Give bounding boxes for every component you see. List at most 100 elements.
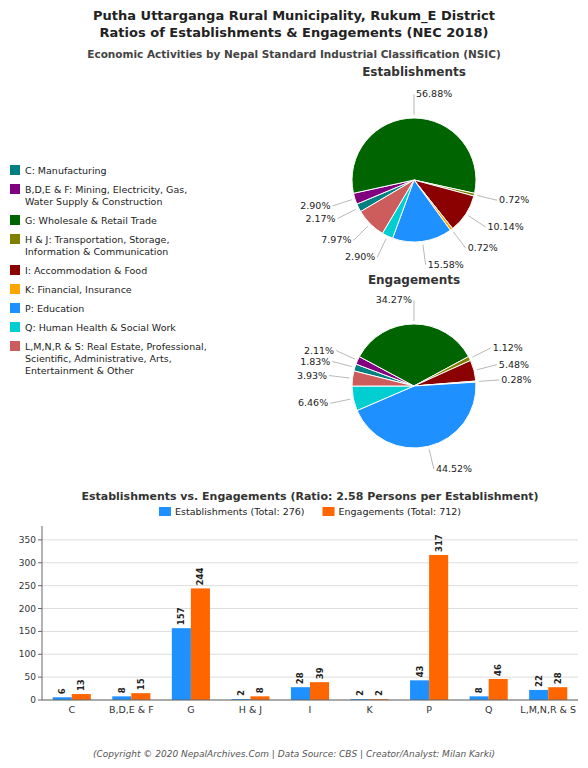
text-line: 150	[19, 626, 36, 636]
y-tick	[38, 562, 42, 563]
bar	[291, 687, 310, 700]
y-tick-label: 150	[19, 626, 36, 636]
text-line: K: Financial, Insurance	[25, 284, 132, 295]
y-tick-label: 100	[19, 649, 36, 659]
text-line: 10.14%	[488, 220, 524, 231]
text-line: 28	[552, 672, 562, 684]
text-line: 0.72%	[499, 194, 529, 205]
text-line: 8	[474, 687, 484, 693]
data-label: 2	[235, 690, 245, 696]
data-label: 2.90%	[345, 251, 375, 262]
legend-swatch	[159, 507, 171, 516]
text-line: 0.28%	[501, 373, 531, 384]
text-line: 0	[30, 695, 36, 705]
data-label: 56.88%	[416, 88, 452, 99]
bar	[250, 696, 269, 700]
text-line: Entertainment & Other	[25, 365, 134, 376]
leader-line	[332, 362, 352, 367]
text-line: 2.90%	[345, 251, 375, 262]
legend: C: Manufacturing B,D,E & F: Mining, Elect…	[10, 165, 207, 376]
text-line: G: Wholesale & Retail Trade	[25, 215, 157, 226]
text-line: Information & Communication	[25, 246, 168, 257]
text-line: C: Manufacturing	[25, 165, 107, 176]
text-line: 350	[19, 534, 36, 544]
data-label: 2	[355, 690, 365, 696]
text-line: Establishments	[362, 65, 466, 79]
data-label: 317	[433, 534, 443, 552]
text-line: 13	[76, 679, 86, 691]
x-tick-label: B,D,E & F	[109, 704, 154, 715]
text-line: 2	[355, 690, 365, 696]
pie-chart: Establishments 56.88% 0.72% 10.14% 0.72% 15.5…	[300, 65, 529, 269]
data-label: 2.90%	[300, 199, 330, 210]
bar	[310, 682, 329, 700]
text-line: 15	[135, 678, 145, 690]
data-label: 43	[414, 665, 424, 677]
grid-line	[42, 654, 578, 655]
data-label: 5.48%	[499, 358, 529, 369]
text-line: 6	[57, 688, 67, 694]
text-line: 44.52%	[436, 463, 472, 474]
data-label: 13	[76, 679, 86, 691]
y-tick-label: 0	[30, 695, 36, 705]
pie-slice	[414, 360, 476, 386]
text-line: 15.58%	[428, 258, 464, 269]
leader-line	[479, 380, 499, 381]
data-label: 15.58%	[428, 258, 464, 269]
pie-title: Engagements	[368, 273, 460, 287]
text-line: 5.48%	[499, 358, 529, 369]
data-label: 157	[176, 607, 186, 625]
x-tick-label: I	[309, 704, 312, 715]
data-label: 2.17%	[305, 212, 335, 223]
data-label: 244	[195, 568, 205, 586]
y-tick	[38, 608, 42, 609]
text-line: 0.72%	[468, 242, 498, 253]
text-line: Q	[485, 704, 492, 715]
bar	[410, 680, 429, 700]
data-label: 2.11%	[304, 344, 334, 355]
bar	[548, 687, 567, 700]
leader-line	[338, 209, 356, 218]
y-tick-label: 300	[19, 557, 36, 567]
leader-line	[332, 200, 352, 206]
x-tick-label: L,M,N,R & S	[520, 704, 576, 715]
data-label: 8	[116, 687, 126, 693]
text-line: 200	[19, 603, 36, 613]
legend-entry: K: Financial, Insurance	[25, 284, 132, 295]
pie-chart: Engagements1.12%5.48%0.28%44.52%34.27%2.…	[297, 273, 532, 474]
text-line: 317	[433, 534, 443, 552]
text-line: 43	[414, 665, 424, 677]
x-tick-label: C	[68, 704, 75, 715]
text-line: L,M,N,R & S	[520, 704, 576, 715]
text-line: 157	[176, 607, 186, 625]
data-labels: 68157228243822131524483923174628	[57, 534, 563, 696]
legend-swatch	[10, 184, 20, 194]
bar	[131, 693, 150, 700]
text-line: Putha Uttarganga Rural Municipality, Ruk…	[93, 8, 495, 24]
legend-swatch	[10, 322, 20, 332]
x-tick-label: P	[426, 704, 432, 715]
bar	[112, 696, 131, 700]
bar-chart: Establishments vs. Engagements (Ratio: 2…	[19, 490, 578, 715]
legend-swatch	[10, 284, 20, 294]
grid-line	[42, 562, 578, 563]
text-line: 244	[195, 568, 205, 586]
leader-line	[414, 94, 415, 114]
y-tick-label: 50	[25, 672, 37, 682]
bar-title: Establishments vs. Engagements (Ratio: 2…	[81, 490, 538, 503]
text-line: (Copyright © 2020 NepalArchives.Com | Da…	[93, 749, 495, 759]
legend: Establishments (Total: 276)Engagements (…	[159, 506, 461, 517]
grid-line	[42, 585, 578, 586]
leader-line	[429, 449, 434, 469]
x-tick-label: G	[187, 704, 194, 715]
x-tick-label: Q	[485, 704, 492, 715]
grid-line	[42, 700, 578, 701]
text-line: 2	[374, 690, 384, 696]
text-line: Ratios of Establishments & Engagements (…	[100, 25, 489, 40]
footer: (Copyright © 2020 NepalArchives.Com | Da…	[93, 749, 495, 759]
x-tick-label: H & J	[239, 704, 262, 715]
text-line: B,D,E & F: Mining, Electricity, Gas,	[25, 184, 187, 195]
data-label: 15	[135, 678, 145, 690]
bar	[470, 696, 489, 700]
legend-entry: H & J: Transportation, Storage,Informati…	[25, 234, 169, 257]
